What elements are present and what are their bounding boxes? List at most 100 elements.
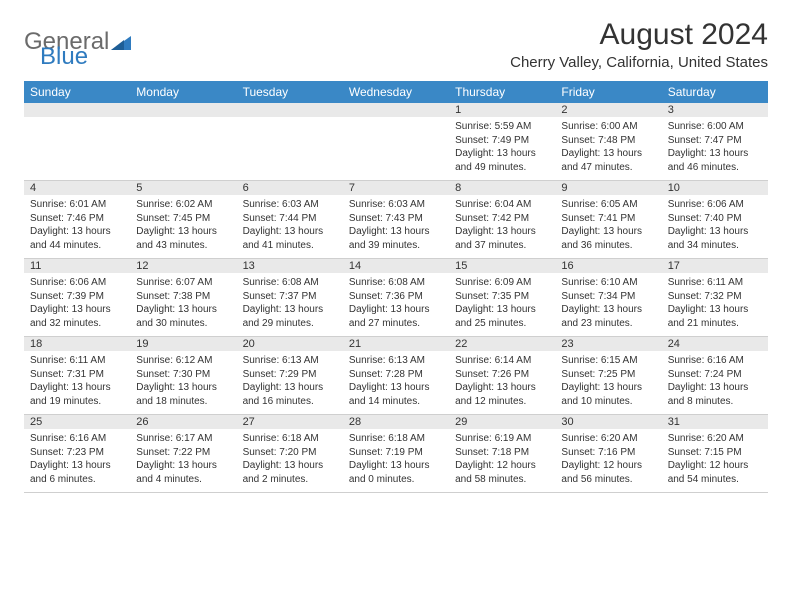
daylight-text: Daylight: 13 hours and 36 minutes.: [561, 225, 655, 252]
calendar-cell: 13Sunrise: 6:08 AMSunset: 7:37 PMDayligh…: [237, 259, 343, 337]
day-number: 27: [237, 415, 343, 429]
sunset-text: Sunset: 7:38 PM: [136, 290, 230, 304]
day-number: 31: [662, 415, 768, 429]
sunrise-text: Sunrise: 6:07 AM: [136, 276, 230, 290]
day-cell: Sunrise: 6:13 AMSunset: 7:29 PMDaylight:…: [237, 351, 343, 414]
day-number: [130, 103, 236, 117]
calendar-cell: 26Sunrise: 6:17 AMSunset: 7:22 PMDayligh…: [130, 415, 236, 493]
day-cell: [24, 117, 130, 177]
calendar-cell: 31Sunrise: 6:20 AMSunset: 7:15 PMDayligh…: [662, 415, 768, 493]
day-cell: Sunrise: 6:12 AMSunset: 7:30 PMDaylight:…: [130, 351, 236, 414]
calendar-cell: 7Sunrise: 6:03 AMSunset: 7:43 PMDaylight…: [343, 181, 449, 259]
daylight-text: Daylight: 13 hours and 37 minutes.: [455, 225, 549, 252]
sunset-text: Sunset: 7:31 PM: [30, 368, 124, 382]
day-cell: Sunrise: 6:07 AMSunset: 7:38 PMDaylight:…: [130, 273, 236, 336]
day-number: 23: [555, 337, 661, 351]
day-number: 5: [130, 181, 236, 195]
daylight-text: Daylight: 13 hours and 43 minutes.: [136, 225, 230, 252]
calendar-cell: 1Sunrise: 5:59 AMSunset: 7:49 PMDaylight…: [449, 103, 555, 181]
daylight-text: Daylight: 13 hours and 27 minutes.: [349, 303, 443, 330]
sunset-text: Sunset: 7:30 PM: [136, 368, 230, 382]
day-cell: Sunrise: 6:08 AMSunset: 7:36 PMDaylight:…: [343, 273, 449, 336]
sunrise-text: Sunrise: 6:10 AM: [561, 276, 655, 290]
sunrise-text: Sunrise: 6:00 AM: [668, 120, 762, 134]
sunset-text: Sunset: 7:25 PM: [561, 368, 655, 382]
day-number: [237, 103, 343, 117]
calendar-cell: 10Sunrise: 6:06 AMSunset: 7:40 PMDayligh…: [662, 181, 768, 259]
sunrise-text: Sunrise: 6:02 AM: [136, 198, 230, 212]
sunset-text: Sunset: 7:39 PM: [30, 290, 124, 304]
daylight-text: Daylight: 13 hours and 2 minutes.: [243, 459, 337, 486]
daylight-text: Daylight: 13 hours and 25 minutes.: [455, 303, 549, 330]
sunset-text: Sunset: 7:41 PM: [561, 212, 655, 226]
sunset-text: Sunset: 7:28 PM: [349, 368, 443, 382]
calendar-table: SundayMondayTuesdayWednesdayThursdayFrid…: [24, 81, 768, 493]
sunrise-text: Sunrise: 6:19 AM: [455, 432, 549, 446]
calendar-cell: 11Sunrise: 6:06 AMSunset: 7:39 PMDayligh…: [24, 259, 130, 337]
day-cell: Sunrise: 6:19 AMSunset: 7:18 PMDaylight:…: [449, 429, 555, 492]
sunrise-text: Sunrise: 6:16 AM: [668, 354, 762, 368]
calendar-cell: 3Sunrise: 6:00 AMSunset: 7:47 PMDaylight…: [662, 103, 768, 181]
day-cell: Sunrise: 6:02 AMSunset: 7:45 PMDaylight:…: [130, 195, 236, 258]
weekday-header: Saturday: [662, 81, 768, 103]
day-number: 10: [662, 181, 768, 195]
day-number: 14: [343, 259, 449, 273]
day-number: 25: [24, 415, 130, 429]
calendar-cell: 9Sunrise: 6:05 AMSunset: 7:41 PMDaylight…: [555, 181, 661, 259]
calendar-cell: 30Sunrise: 6:20 AMSunset: 7:16 PMDayligh…: [555, 415, 661, 493]
daylight-text: Daylight: 13 hours and 19 minutes.: [30, 381, 124, 408]
sunrise-text: Sunrise: 6:15 AM: [561, 354, 655, 368]
day-cell: Sunrise: 6:13 AMSunset: 7:28 PMDaylight:…: [343, 351, 449, 414]
day-number: 12: [130, 259, 236, 273]
sunset-text: Sunset: 7:18 PM: [455, 446, 549, 460]
sunset-text: Sunset: 7:15 PM: [668, 446, 762, 460]
day-number: 3: [662, 103, 768, 117]
sunrise-text: Sunrise: 6:12 AM: [136, 354, 230, 368]
sunrise-text: Sunrise: 6:04 AM: [455, 198, 549, 212]
day-number: 18: [24, 337, 130, 351]
sunrise-text: Sunrise: 6:14 AM: [455, 354, 549, 368]
daylight-text: Daylight: 13 hours and 0 minutes.: [349, 459, 443, 486]
day-cell: Sunrise: 6:20 AMSunset: 7:15 PMDaylight:…: [662, 429, 768, 492]
sunrise-text: Sunrise: 6:11 AM: [668, 276, 762, 290]
sunrise-text: Sunrise: 6:13 AM: [349, 354, 443, 368]
calendar-cell: 14Sunrise: 6:08 AMSunset: 7:36 PMDayligh…: [343, 259, 449, 337]
sunset-text: Sunset: 7:37 PM: [243, 290, 337, 304]
calendar-cell: 8Sunrise: 6:04 AMSunset: 7:42 PMDaylight…: [449, 181, 555, 259]
weekday-header: Wednesday: [343, 81, 449, 103]
day-cell: Sunrise: 6:11 AMSunset: 7:32 PMDaylight:…: [662, 273, 768, 336]
day-number: 7: [343, 181, 449, 195]
day-number: 26: [130, 415, 236, 429]
sunrise-text: Sunrise: 6:08 AM: [243, 276, 337, 290]
sunrise-text: Sunrise: 6:01 AM: [30, 198, 124, 212]
sunset-text: Sunset: 7:43 PM: [349, 212, 443, 226]
sunrise-text: Sunrise: 6:08 AM: [349, 276, 443, 290]
day-number: 30: [555, 415, 661, 429]
day-cell: Sunrise: 6:05 AMSunset: 7:41 PMDaylight:…: [555, 195, 661, 258]
daylight-text: Daylight: 13 hours and 18 minutes.: [136, 381, 230, 408]
calendar-cell: [130, 103, 236, 181]
day-cell: Sunrise: 6:17 AMSunset: 7:22 PMDaylight:…: [130, 429, 236, 492]
calendar-cell: 28Sunrise: 6:18 AMSunset: 7:19 PMDayligh…: [343, 415, 449, 493]
day-cell: Sunrise: 6:08 AMSunset: 7:37 PMDaylight:…: [237, 273, 343, 336]
sunset-text: Sunset: 7:45 PM: [136, 212, 230, 226]
sunset-text: Sunset: 7:20 PM: [243, 446, 337, 460]
sunset-text: Sunset: 7:29 PM: [243, 368, 337, 382]
calendar-cell: 12Sunrise: 6:07 AMSunset: 7:38 PMDayligh…: [130, 259, 236, 337]
daylight-text: Daylight: 13 hours and 16 minutes.: [243, 381, 337, 408]
daylight-text: Daylight: 13 hours and 29 minutes.: [243, 303, 337, 330]
sunset-text: Sunset: 7:22 PM: [136, 446, 230, 460]
daylight-text: Daylight: 13 hours and 32 minutes.: [30, 303, 124, 330]
day-cell: Sunrise: 6:00 AMSunset: 7:47 PMDaylight:…: [662, 117, 768, 180]
calendar-cell: 17Sunrise: 6:11 AMSunset: 7:32 PMDayligh…: [662, 259, 768, 337]
sunrise-text: Sunrise: 6:05 AM: [561, 198, 655, 212]
daylight-text: Daylight: 13 hours and 46 minutes.: [668, 147, 762, 174]
day-cell: [130, 117, 236, 177]
sunset-text: Sunset: 7:40 PM: [668, 212, 762, 226]
weekday-header: Tuesday: [237, 81, 343, 103]
sunset-text: Sunset: 7:44 PM: [243, 212, 337, 226]
day-cell: [343, 117, 449, 177]
day-cell: Sunrise: 6:16 AMSunset: 7:24 PMDaylight:…: [662, 351, 768, 414]
day-cell: Sunrise: 6:16 AMSunset: 7:23 PMDaylight:…: [24, 429, 130, 492]
daylight-text: Daylight: 13 hours and 8 minutes.: [668, 381, 762, 408]
